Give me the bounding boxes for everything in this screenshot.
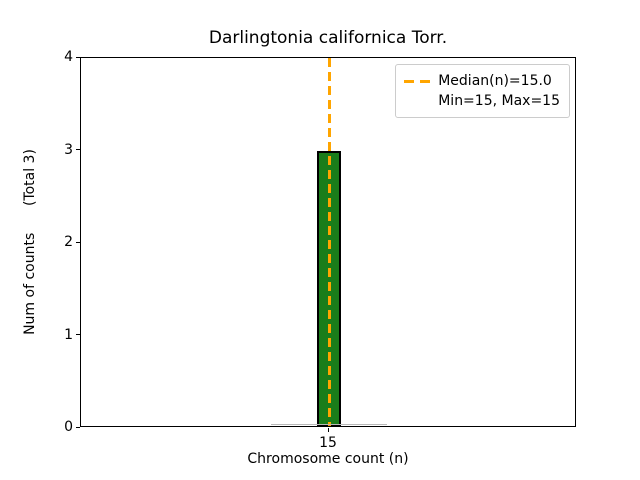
- legend-label-minmax: Min=15, Max=15: [438, 93, 560, 109]
- x-axis-label: Chromosome count (n): [247, 451, 409, 467]
- y-tick-mark: [76, 241, 80, 243]
- y-tick-mark: [76, 426, 80, 428]
- legend: Median(n)=15.0 Min=15, Max=15: [395, 64, 570, 118]
- legend-label-median: Median(n)=15.0: [438, 73, 552, 89]
- legend-row-median: Median(n)=15.0: [404, 71, 560, 91]
- x-tick-mark: [327, 428, 329, 432]
- y-tick-label: 4: [64, 49, 73, 65]
- plot-area: Median(n)=15.0 Min=15, Max=15: [80, 57, 576, 427]
- y-tick-label: 0: [64, 419, 73, 435]
- legend-row-minmax: Min=15, Max=15: [404, 91, 560, 111]
- y-axis-label: Num of counts (Total 3): [22, 149, 38, 335]
- median-dashed-line-marker: [404, 79, 431, 83]
- empty-legend-marker: [404, 100, 430, 103]
- y-tick-label: 3: [64, 141, 73, 158]
- y-tick-mark: [76, 149, 80, 150]
- median-line: [327, 58, 331, 426]
- x-tick-label: 15: [319, 435, 337, 451]
- y-tick-mark: [76, 334, 80, 335]
- chart-title: Darlingtonia californica Torr.: [208, 28, 448, 48]
- y-tick-mark: [76, 56, 80, 58]
- y-tick-label: 1: [64, 326, 73, 343]
- y-tick-label: 2: [64, 234, 73, 250]
- zero-bin-baseline: [271, 424, 387, 425]
